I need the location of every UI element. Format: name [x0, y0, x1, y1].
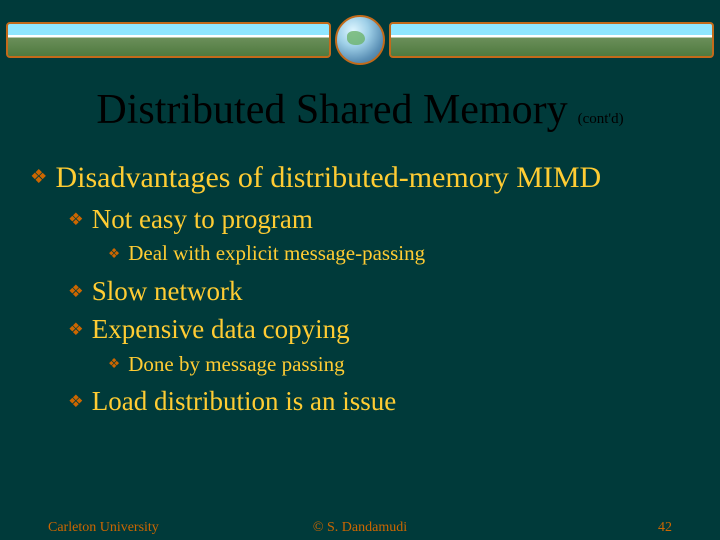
- diamond-bullet-icon: ❖: [68, 318, 84, 342]
- diamond-bullet-icon: ❖: [108, 354, 120, 373]
- band-right: [389, 22, 714, 58]
- bullet-text: Slow network: [92, 276, 243, 306]
- bullet-text: Not easy to program: [92, 204, 313, 234]
- bullet-lvl3: ❖ Deal with explicit message-passing: [108, 239, 690, 268]
- diamond-bullet-icon: ❖: [30, 165, 47, 190]
- bullet-lvl2: ❖ Not easy to program: [68, 201, 690, 237]
- bullet-text: Load distribution is an issue: [92, 386, 396, 416]
- diamond-bullet-icon: ❖: [108, 244, 120, 263]
- diamond-bullet-icon: ❖: [68, 208, 84, 232]
- bullet-lvl3: ❖ Done by message passing: [108, 350, 690, 379]
- bullet-text: Done by message passing: [128, 352, 344, 376]
- bullet-lvl2: ❖ Slow network: [68, 273, 690, 309]
- slide-title-row: Distributed Shared Memory (cont'd): [0, 86, 720, 134]
- slide-body: ❖ Disadvantages of distributed-memory MIM…: [30, 158, 690, 420]
- bullet-lvl2: ❖ Expensive data copying: [68, 311, 690, 347]
- band-left: [6, 22, 331, 58]
- slide-title: Distributed Shared Memory: [96, 87, 567, 133]
- decorative-header-band: [0, 18, 720, 62]
- bullet-lvl2: ❖ Load distribution is an issue: [68, 383, 690, 419]
- bullet-lvl1: ❖ Disadvantages of distributed-memory MIM…: [30, 158, 690, 197]
- bullet-text: Deal with explicit message-passing: [128, 241, 425, 265]
- globe-icon: [335, 15, 385, 65]
- footer-center: © S. Dandamudi: [0, 520, 720, 536]
- footer-page-number: 42: [658, 520, 672, 536]
- diamond-bullet-icon: ❖: [68, 280, 84, 304]
- slide-title-suffix: (cont'd): [578, 111, 624, 127]
- bullet-text: Disadvantages of distributed-memory MIMD: [55, 161, 601, 194]
- bullet-text: Expensive data copying: [92, 314, 350, 344]
- diamond-bullet-icon: ❖: [68, 390, 84, 414]
